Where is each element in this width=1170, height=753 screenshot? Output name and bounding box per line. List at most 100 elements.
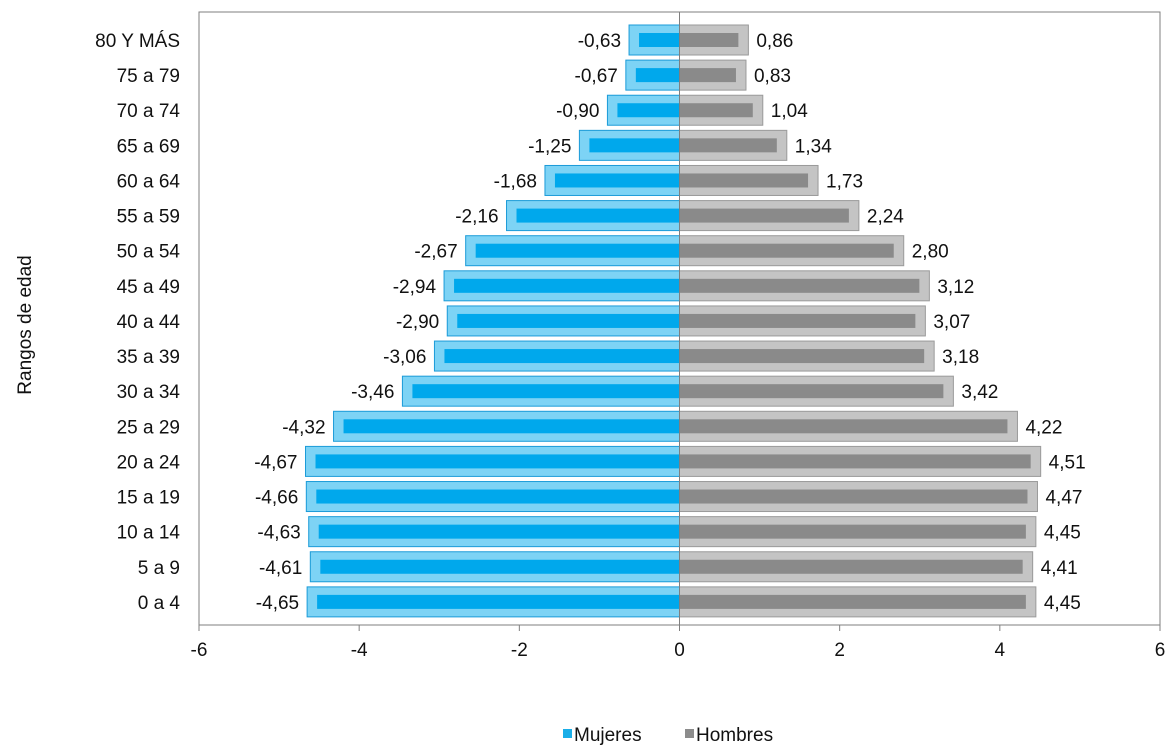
bar-inner-hombres-15 bbox=[679, 559, 1023, 574]
value-label-hombres-10: 3,42 bbox=[961, 382, 998, 403]
bar-inner-hombres-3 bbox=[679, 138, 777, 153]
x-tick-label-2: -2 bbox=[511, 640, 528, 661]
bar-inner-hombres-0 bbox=[679, 33, 739, 47]
bar-inner-mujeres-15 bbox=[320, 559, 680, 574]
legend-swatch-hombres bbox=[685, 729, 694, 738]
category-label-14: 10 a 14 bbox=[117, 523, 181, 544]
legend-swatch-mujeres bbox=[563, 729, 572, 738]
bar-inner-hombres-12 bbox=[679, 454, 1031, 469]
bar-inner-hombres-4 bbox=[679, 173, 809, 188]
category-label-7: 45 a 49 bbox=[117, 277, 180, 298]
value-label-mujeres-4: -1,68 bbox=[494, 171, 537, 192]
category-labels: 80 Y MÁS 75 a 79 70 a 74 65 a 69 60 a 64 55 a… bbox=[95, 31, 180, 614]
value-label-hombres-12: 4,51 bbox=[1049, 452, 1086, 473]
bar-inner-mujeres-16 bbox=[317, 594, 680, 609]
value-label-hombres-1: 0,83 bbox=[754, 66, 791, 87]
value-label-mujeres-15: -4,61 bbox=[259, 558, 302, 579]
x-tick-label-3: 0 bbox=[674, 640, 685, 661]
bar-inner-hombres-2 bbox=[679, 103, 753, 118]
category-label-13: 15 a 19 bbox=[117, 488, 180, 509]
category-label-0: 80 Y MÁS bbox=[95, 31, 180, 52]
bar-inner-mujeres-13 bbox=[316, 489, 680, 504]
x-axis-ticks: -6 -4 -2 0 2 4 6 bbox=[191, 625, 1166, 661]
value-label-mujeres-2: -0,90 bbox=[556, 101, 599, 122]
category-label-6: 50 a 54 bbox=[117, 242, 181, 263]
value-label-mujeres-9: -3,06 bbox=[383, 347, 426, 368]
bar-inner-mujeres-8 bbox=[457, 313, 680, 328]
category-label-12: 20 a 24 bbox=[117, 452, 181, 473]
value-label-hombres-9: 3,18 bbox=[942, 347, 979, 368]
legend-label-hombres: Hombres bbox=[696, 725, 773, 746]
legend: Mujeres Hombres bbox=[563, 725, 773, 746]
bar-inner-mujeres-4 bbox=[554, 173, 680, 188]
value-label-hombres-6: 2,80 bbox=[912, 242, 949, 263]
value-label-mujeres-10: -3,46 bbox=[351, 382, 394, 403]
bar-inner-hombres-14 bbox=[679, 524, 1026, 539]
category-label-10: 30 a 34 bbox=[117, 382, 181, 403]
value-label-hombres-13: 4,47 bbox=[1045, 488, 1082, 509]
bar-inner-mujeres-2 bbox=[617, 103, 680, 118]
bar-inner-mujeres-9 bbox=[444, 349, 680, 364]
category-label-2: 70 a 74 bbox=[117, 101, 181, 122]
bar-inner-mujeres-0 bbox=[639, 33, 680, 47]
x-tick-label-1: -4 bbox=[351, 640, 368, 661]
bar-inner-hombres-7 bbox=[679, 278, 920, 293]
value-label-hombres-16: 4,45 bbox=[1044, 593, 1081, 614]
value-label-mujeres-6: -2,67 bbox=[414, 242, 457, 263]
bar-inner-mujeres-6 bbox=[475, 243, 680, 258]
value-label-hombres-4: 1,73 bbox=[826, 171, 863, 192]
category-label-5: 55 a 59 bbox=[117, 207, 180, 228]
bar-inner-mujeres-1 bbox=[635, 68, 680, 83]
bar-inner-hombres-8 bbox=[679, 313, 916, 328]
value-label-hombres-14: 4,45 bbox=[1044, 523, 1081, 544]
category-label-15: 5 a 9 bbox=[138, 558, 180, 579]
x-tick-label-4: 2 bbox=[834, 640, 845, 661]
value-label-mujeres-5: -2,16 bbox=[455, 207, 498, 228]
bar-inner-mujeres-14 bbox=[318, 524, 680, 539]
value-label-mujeres-12: -4,67 bbox=[254, 452, 297, 473]
bar-inner-hombres-13 bbox=[679, 489, 1028, 504]
value-label-hombres-11: 4,22 bbox=[1025, 417, 1062, 438]
value-label-mujeres-0: -0,63 bbox=[578, 31, 621, 52]
bar-inner-mujeres-12 bbox=[315, 454, 680, 469]
category-label-1: 75 a 79 bbox=[117, 66, 180, 87]
value-label-hombres-5: 2,24 bbox=[867, 207, 904, 228]
category-label-4: 60 a 64 bbox=[117, 171, 181, 192]
x-tick-label-0: -6 bbox=[191, 640, 208, 661]
value-label-hombres-2: 1,04 bbox=[771, 101, 808, 122]
value-label-hombres-7: 3,12 bbox=[937, 277, 974, 298]
value-label-mujeres-7: -2,94 bbox=[393, 277, 437, 298]
bar-inner-hombres-10 bbox=[679, 384, 944, 399]
category-label-8: 40 a 44 bbox=[117, 312, 181, 333]
bar-inner-mujeres-7 bbox=[454, 278, 680, 293]
value-label-hombres-15: 4,41 bbox=[1041, 558, 1078, 579]
bar-inner-mujeres-3 bbox=[589, 138, 680, 153]
value-label-mujeres-13: -4,66 bbox=[255, 488, 298, 509]
value-label-hombres-3: 1,34 bbox=[795, 136, 832, 157]
value-label-mujeres-16: -4,65 bbox=[256, 593, 299, 614]
bar-inner-hombres-6 bbox=[679, 243, 894, 258]
value-label-hombres-0: 0,86 bbox=[756, 31, 793, 52]
category-label-3: 65 a 69 bbox=[117, 136, 180, 157]
value-label-mujeres-8: -2,90 bbox=[396, 312, 439, 333]
value-label-mujeres-1: -0,67 bbox=[575, 66, 618, 87]
bar-inner-hombres-5 bbox=[679, 208, 849, 223]
y-axis-title: Rangos de edad bbox=[15, 255, 36, 394]
bar-inner-hombres-1 bbox=[679, 68, 736, 83]
bars-layer bbox=[305, 24, 1042, 618]
x-tick-label-5: 4 bbox=[995, 640, 1006, 661]
category-label-16: 0 a 4 bbox=[138, 593, 181, 614]
x-tick-label-6: 6 bbox=[1155, 640, 1166, 661]
bar-inner-hombres-16 bbox=[679, 594, 1026, 609]
bar-inner-hombres-9 bbox=[679, 349, 925, 364]
category-label-11: 25 a 29 bbox=[117, 417, 180, 438]
value-label-hombres-8: 3,07 bbox=[933, 312, 970, 333]
value-labels: -0,63 0,86 -0,67 0,83 -0,90 1,04 -1,25 1,34 -1,6… bbox=[254, 31, 1085, 614]
value-label-mujeres-14: -4,63 bbox=[257, 523, 300, 544]
category-label-9: 35 a 39 bbox=[117, 347, 180, 368]
bar-inner-mujeres-10 bbox=[412, 384, 680, 399]
bar-inner-mujeres-11 bbox=[343, 419, 680, 434]
bar-inner-hombres-11 bbox=[679, 419, 1008, 434]
value-label-mujeres-3: -1,25 bbox=[528, 136, 571, 157]
